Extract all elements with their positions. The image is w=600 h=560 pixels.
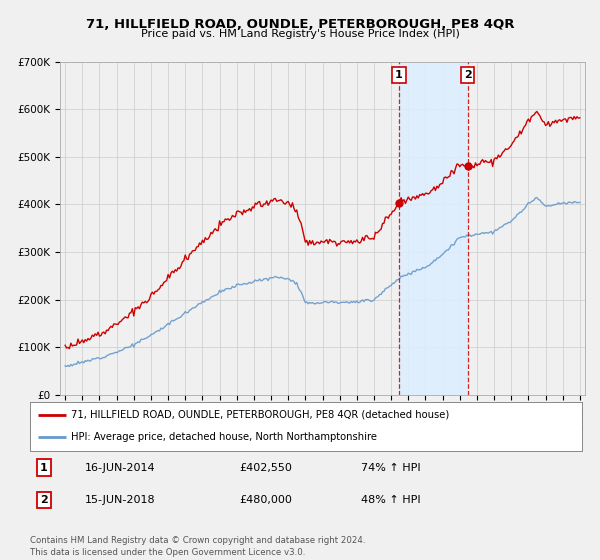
Text: Price paid vs. HM Land Registry's House Price Index (HPI): Price paid vs. HM Land Registry's House … (140, 29, 460, 39)
Text: 2: 2 (464, 70, 472, 80)
Text: 71, HILLFIELD ROAD, OUNDLE, PETERBOROUGH, PE8 4QR: 71, HILLFIELD ROAD, OUNDLE, PETERBOROUGH… (86, 18, 514, 31)
Text: 16-JUN-2014: 16-JUN-2014 (85, 463, 156, 473)
Text: 1: 1 (40, 463, 47, 473)
Text: Contains HM Land Registry data © Crown copyright and database right 2024.: Contains HM Land Registry data © Crown c… (30, 536, 365, 545)
Text: £480,000: £480,000 (240, 495, 293, 505)
Text: 2: 2 (40, 495, 47, 505)
Text: 48% ↑ HPI: 48% ↑ HPI (361, 495, 421, 505)
Text: £402,550: £402,550 (240, 463, 293, 473)
Text: 74% ↑ HPI: 74% ↑ HPI (361, 463, 421, 473)
Text: HPI: Average price, detached house, North Northamptonshire: HPI: Average price, detached house, Nort… (71, 432, 377, 442)
Text: 71, HILLFIELD ROAD, OUNDLE, PETERBOROUGH, PE8 4QR (detached house): 71, HILLFIELD ROAD, OUNDLE, PETERBOROUGH… (71, 410, 449, 420)
Bar (399, 62, 467, 395)
Text: 15-JUN-2018: 15-JUN-2018 (85, 495, 156, 505)
Text: This data is licensed under the Open Government Licence v3.0.: This data is licensed under the Open Gov… (30, 548, 305, 557)
Text: 1: 1 (395, 70, 403, 80)
